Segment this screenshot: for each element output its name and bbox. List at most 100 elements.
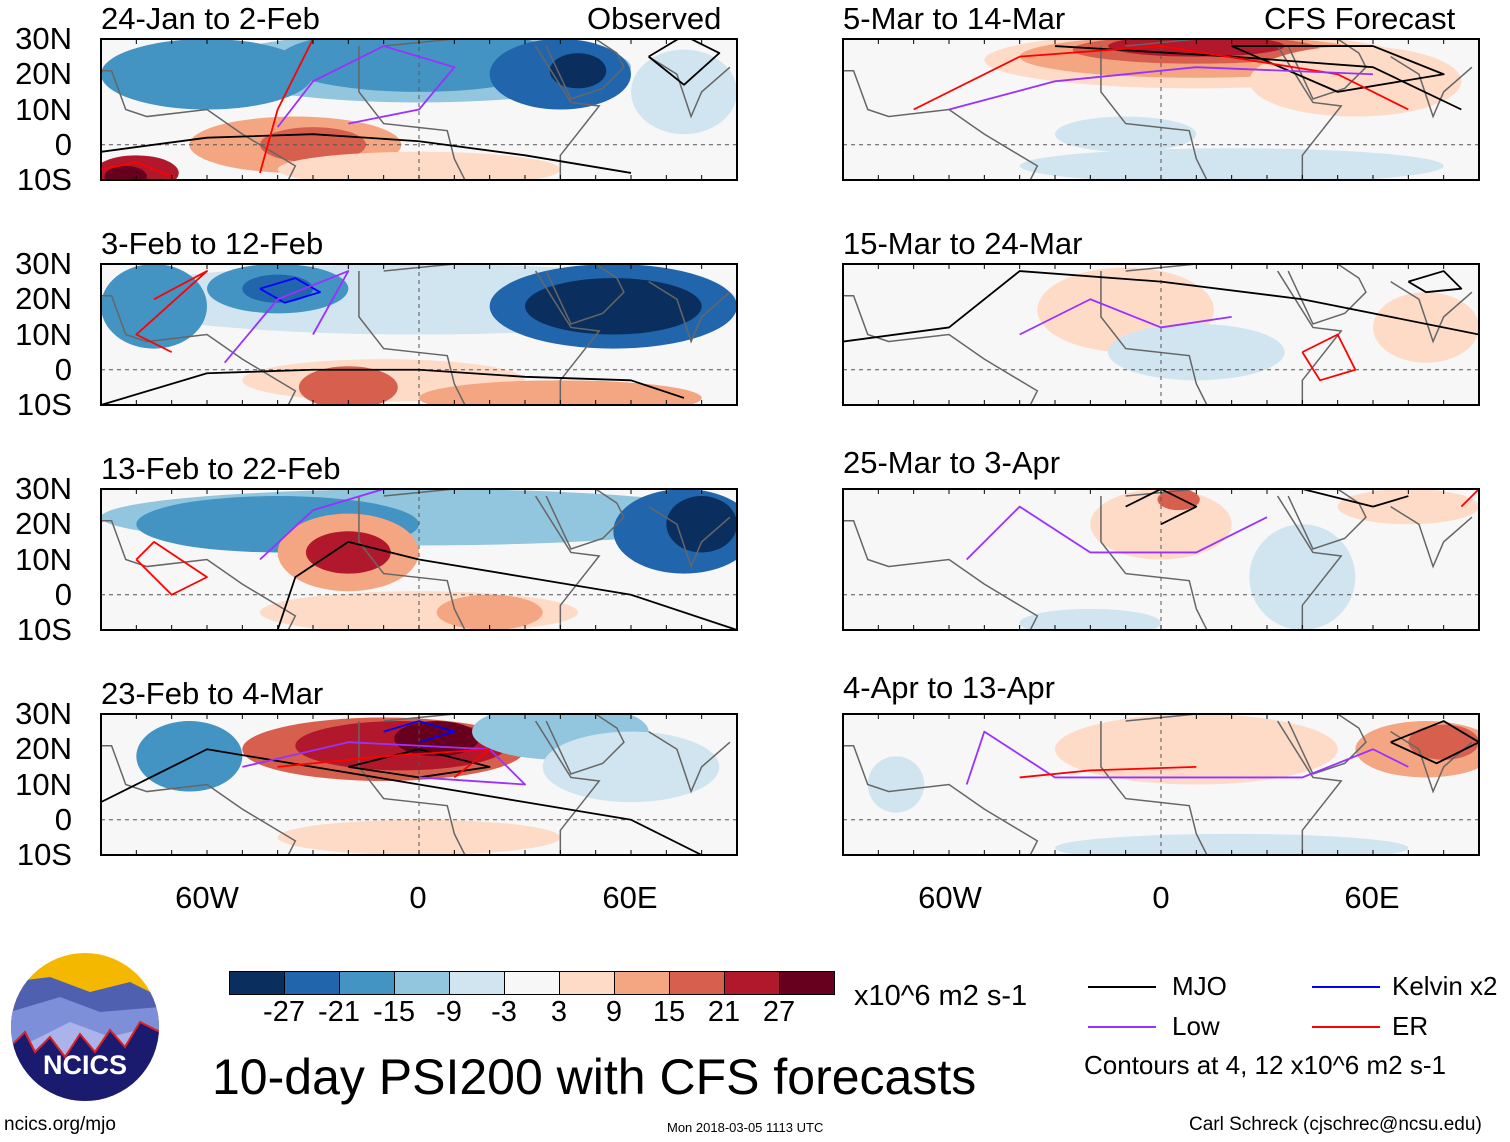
contour-er [1019, 765, 1197, 779]
anomaly-shading [1055, 833, 1409, 855]
lat-label: 20N [15, 731, 72, 767]
coastline [101, 714, 731, 855]
colorbar-swatch [229, 971, 285, 995]
anomaly-shading [277, 151, 561, 180]
anomaly-shading [436, 594, 543, 630]
coastline [101, 489, 731, 630]
map-panel-3 [100, 488, 738, 631]
contour-mjo [843, 270, 1479, 343]
anomaly-shading [867, 756, 925, 813]
contour-mjo [1125, 489, 1198, 526]
map-panel-6 [842, 263, 1480, 406]
lat-label: 10N [15, 91, 72, 127]
contour-low [1019, 298, 1232, 336]
coastline [843, 39, 1473, 180]
anomaly-shading [1157, 489, 1200, 511]
footer-author: Carl Schreck (cjschrec@ncsu.edu) [1189, 1114, 1482, 1135]
panel-title-5: 5-Mar to 14-Mar [843, 1, 1066, 36]
legend-low: Low [1172, 1011, 1220, 1041]
anomaly-shading [525, 278, 702, 335]
anomaly-shading [1249, 524, 1356, 630]
anomaly-shading [101, 39, 313, 110]
colorbar-tick-label: -21 [318, 996, 360, 1028]
map-panel-5 [842, 38, 1480, 181]
contour-er [259, 39, 314, 174]
anomaly-shading [1019, 608, 1161, 630]
contour-er [913, 45, 1409, 111]
contour-er [1301, 333, 1357, 382]
colorbar-tick-label: 3 [550, 996, 568, 1028]
lon-label-0-right: 0 [1152, 880, 1170, 915]
contour-low [965, 730, 1409, 785]
lat-label: 20N [15, 506, 72, 542]
legend-kelvin: Kelvin x2 [1392, 971, 1498, 1001]
lat-label: 20N [15, 56, 72, 92]
lat-label: 10S [16, 837, 72, 872]
anomaly-shading [136, 721, 243, 792]
colorbar-tick-label: 27 [762, 996, 796, 1028]
legend-line-er [1312, 1026, 1380, 1028]
panel-title-8: 4-Apr to 13-Apr [843, 670, 1055, 705]
logo-text: NCICS [43, 1050, 127, 1080]
colorbar-tick-label: -9 [436, 996, 462, 1028]
anomaly-shading [1373, 292, 1479, 363]
panel-title-7: 25-Mar to 3-Apr [843, 445, 1061, 480]
contour-mjo [648, 39, 721, 86]
anomaly-shading [305, 531, 391, 574]
lon-label-60e-right: 60E [1344, 880, 1400, 915]
map-panel-2 [100, 263, 738, 406]
anomaly-shading [549, 53, 607, 89]
colorbar-swatch [339, 971, 395, 995]
map-panel-7 [842, 488, 1480, 631]
anomaly-shading [1108, 323, 1285, 381]
colorbar-swatch [504, 971, 560, 995]
lat-label: 10S [16, 612, 72, 647]
contour-mjo [1407, 270, 1463, 294]
legend-mjo: MJO [1172, 971, 1227, 1001]
coastline [843, 489, 1473, 630]
lat-label: 30N [15, 246, 72, 281]
contour-kelvin [383, 720, 456, 744]
panel-title-4: 23-Feb to 4-Mar [101, 676, 324, 711]
contour-mjo [1054, 45, 1462, 111]
legend-line-low [1088, 1026, 1156, 1028]
footer-url: ncics.org/mjo [4, 1114, 116, 1135]
colorbar-tick-label: 21 [707, 996, 741, 1028]
colorbar-swatch [559, 971, 615, 995]
anomaly-shading [1337, 489, 1479, 525]
anomaly-shading [298, 366, 398, 405]
colorbar-tick-label: 15 [652, 996, 686, 1028]
colorbar-swatch [449, 971, 505, 995]
lat-label: 10S [16, 387, 72, 422]
contour-er [101, 161, 173, 178]
map-panel-1 [100, 38, 738, 181]
coastline [101, 264, 731, 405]
lat-label: 30N [15, 471, 72, 506]
colorbar-tick-label: -27 [263, 996, 305, 1028]
legend-line-kelvin [1312, 986, 1380, 988]
contour-mjo [1390, 720, 1479, 765]
anomaly-shading [1055, 714, 1338, 785]
lat-label: 0 [54, 126, 72, 162]
contour-er [135, 540, 208, 596]
lat-label: 0 [54, 351, 72, 387]
anomaly-shading [1055, 116, 1197, 152]
lat-label: 0 [54, 576, 72, 612]
contour-low [966, 505, 1268, 561]
colorbar-units: x10^6 m2 s-1 [854, 980, 1028, 1012]
colorbar-tick-label: -15 [373, 996, 415, 1028]
lat-label: 20N [15, 281, 72, 317]
contour-kelvin [259, 277, 321, 304]
map-panel-4 [100, 713, 738, 856]
contour-er [277, 748, 491, 779]
colorbar-swatch [614, 971, 670, 995]
contour-mjo [1231, 45, 1445, 93]
lat-label: 10S [16, 162, 72, 197]
contour-er [135, 270, 208, 353]
colorbar-swatch [669, 971, 725, 995]
panel-title-1: 24-Jan to 2-Feb [101, 1, 320, 36]
colorbar-tick-label: 9 [605, 996, 623, 1028]
contour-mjo [101, 748, 703, 855]
forecast-label: CFS Forecast [1264, 1, 1456, 36]
contour-low [948, 66, 1374, 111]
